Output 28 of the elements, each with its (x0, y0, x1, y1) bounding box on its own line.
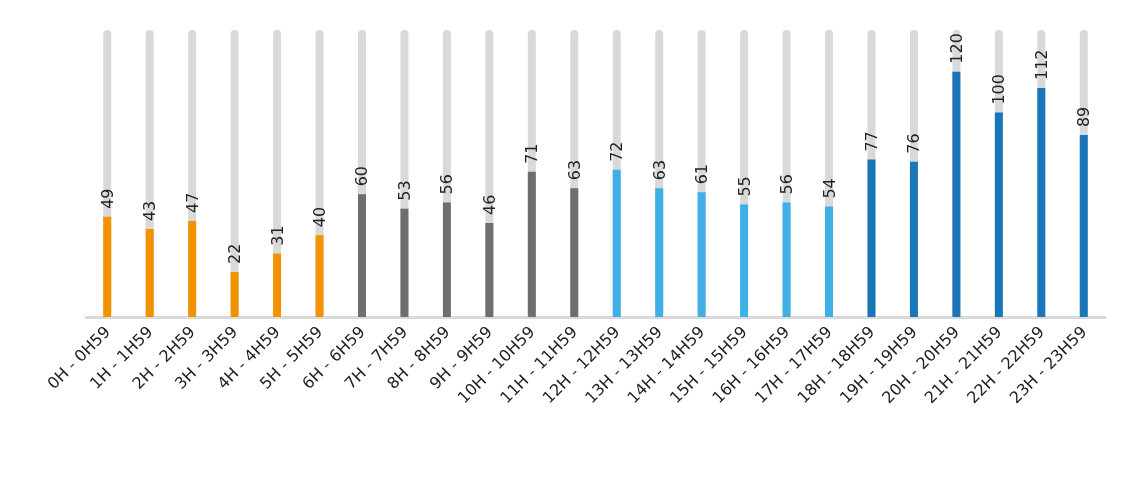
data-label: 47 (182, 192, 202, 213)
data-label: 77 (861, 131, 881, 152)
bar (230, 272, 239, 317)
data-label: 53 (394, 180, 414, 201)
data-label: 40 (310, 206, 330, 228)
bar (273, 253, 282, 317)
data-label: 43 (140, 200, 160, 222)
data-label: 72 (607, 141, 627, 162)
data-label: 56 (437, 174, 457, 195)
data-label: 46 (479, 194, 499, 215)
data-label: 71 (522, 143, 542, 164)
data-label: 22 (225, 243, 245, 265)
bar (315, 235, 324, 317)
data-label: 55 (734, 176, 754, 197)
data-label: 112 (1031, 49, 1051, 81)
data-label: 63 (649, 159, 669, 181)
data-label: 76 (904, 133, 924, 154)
data-label: 63 (564, 159, 584, 181)
data-label: 120 (946, 33, 966, 64)
data-label: 61 (692, 163, 712, 185)
data-label: 60 (352, 165, 372, 187)
data-label: 54 (819, 178, 839, 199)
data-label: 89 (1074, 106, 1094, 128)
data-label: 100 (989, 74, 1009, 105)
data-label: 49 (97, 188, 117, 209)
data-label: 56 (777, 174, 797, 195)
bar (145, 229, 154, 317)
data-label: 31 (267, 225, 287, 246)
